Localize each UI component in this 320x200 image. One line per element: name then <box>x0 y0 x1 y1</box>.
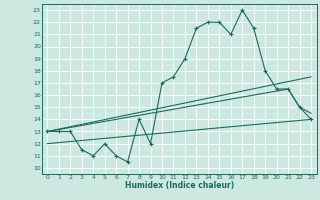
X-axis label: Humidex (Indice chaleur): Humidex (Indice chaleur) <box>124 181 234 190</box>
